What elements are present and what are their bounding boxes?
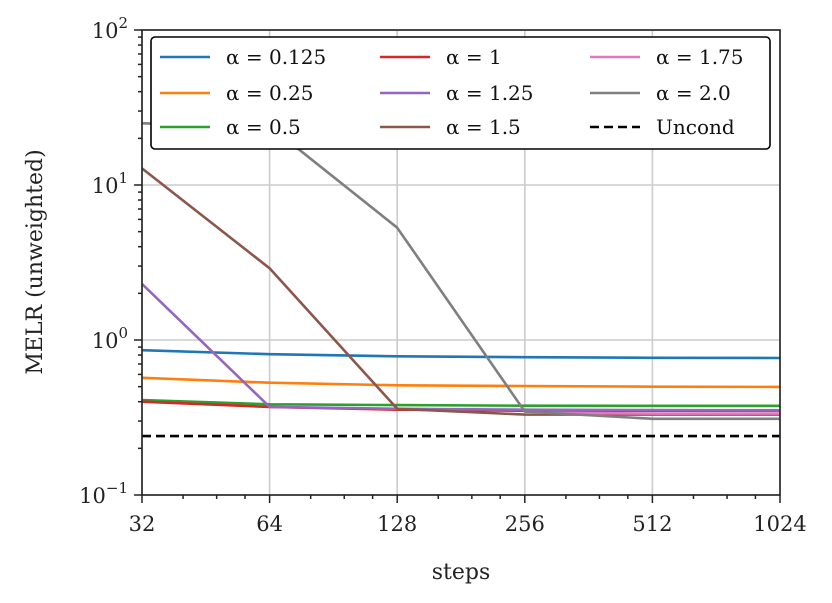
- x-tick-label: 256: [505, 512, 545, 536]
- series-line--0-25: [141, 376, 781, 389]
- x-tick-label: 512: [632, 512, 672, 536]
- series-line--1-25: [141, 282, 781, 412]
- x-tick-label: 32: [129, 512, 156, 536]
- series-line--0-125: [141, 348, 781, 360]
- y-tick-label: 10−1: [79, 479, 128, 508]
- legend-label: Uncond: [656, 115, 735, 139]
- y-tick-label: 100: [92, 324, 128, 353]
- legend-label: α = 2.0: [656, 81, 731, 105]
- y-tick-label: 102: [92, 14, 128, 43]
- y-axis-label: MELR (unweighted): [23, 149, 48, 374]
- y-tick-label: 101: [92, 169, 128, 198]
- x-tick-label: 64: [256, 512, 283, 536]
- legend-label: α = 0.25: [226, 81, 314, 105]
- series-line--0-5: [141, 398, 780, 408]
- plot-frame: [141, 29, 781, 496]
- legend-label: α = 1: [446, 45, 502, 69]
- series-lines: [141, 122, 781, 438]
- axis-ticks: 32 64 128 256 512 1024 10−1 100 101 102: [79, 14, 807, 536]
- x-tick-label: 128: [377, 512, 417, 536]
- legend: α = 0.125 α = 0.25 α = 0.5 α = 1 α = 1.25 α =…: [150, 36, 771, 150]
- legend-box: [150, 36, 771, 150]
- legend-label: α = 1.75: [656, 45, 744, 69]
- legend-label: α = 1.5: [446, 115, 521, 139]
- x-tick-label: 1024: [753, 512, 806, 536]
- legend-label: α = 1.25: [446, 81, 534, 105]
- x-axis-label: steps: [432, 560, 491, 585]
- legend-label: α = 0.5: [226, 115, 301, 139]
- legend-label: α = 0.125: [226, 45, 326, 69]
